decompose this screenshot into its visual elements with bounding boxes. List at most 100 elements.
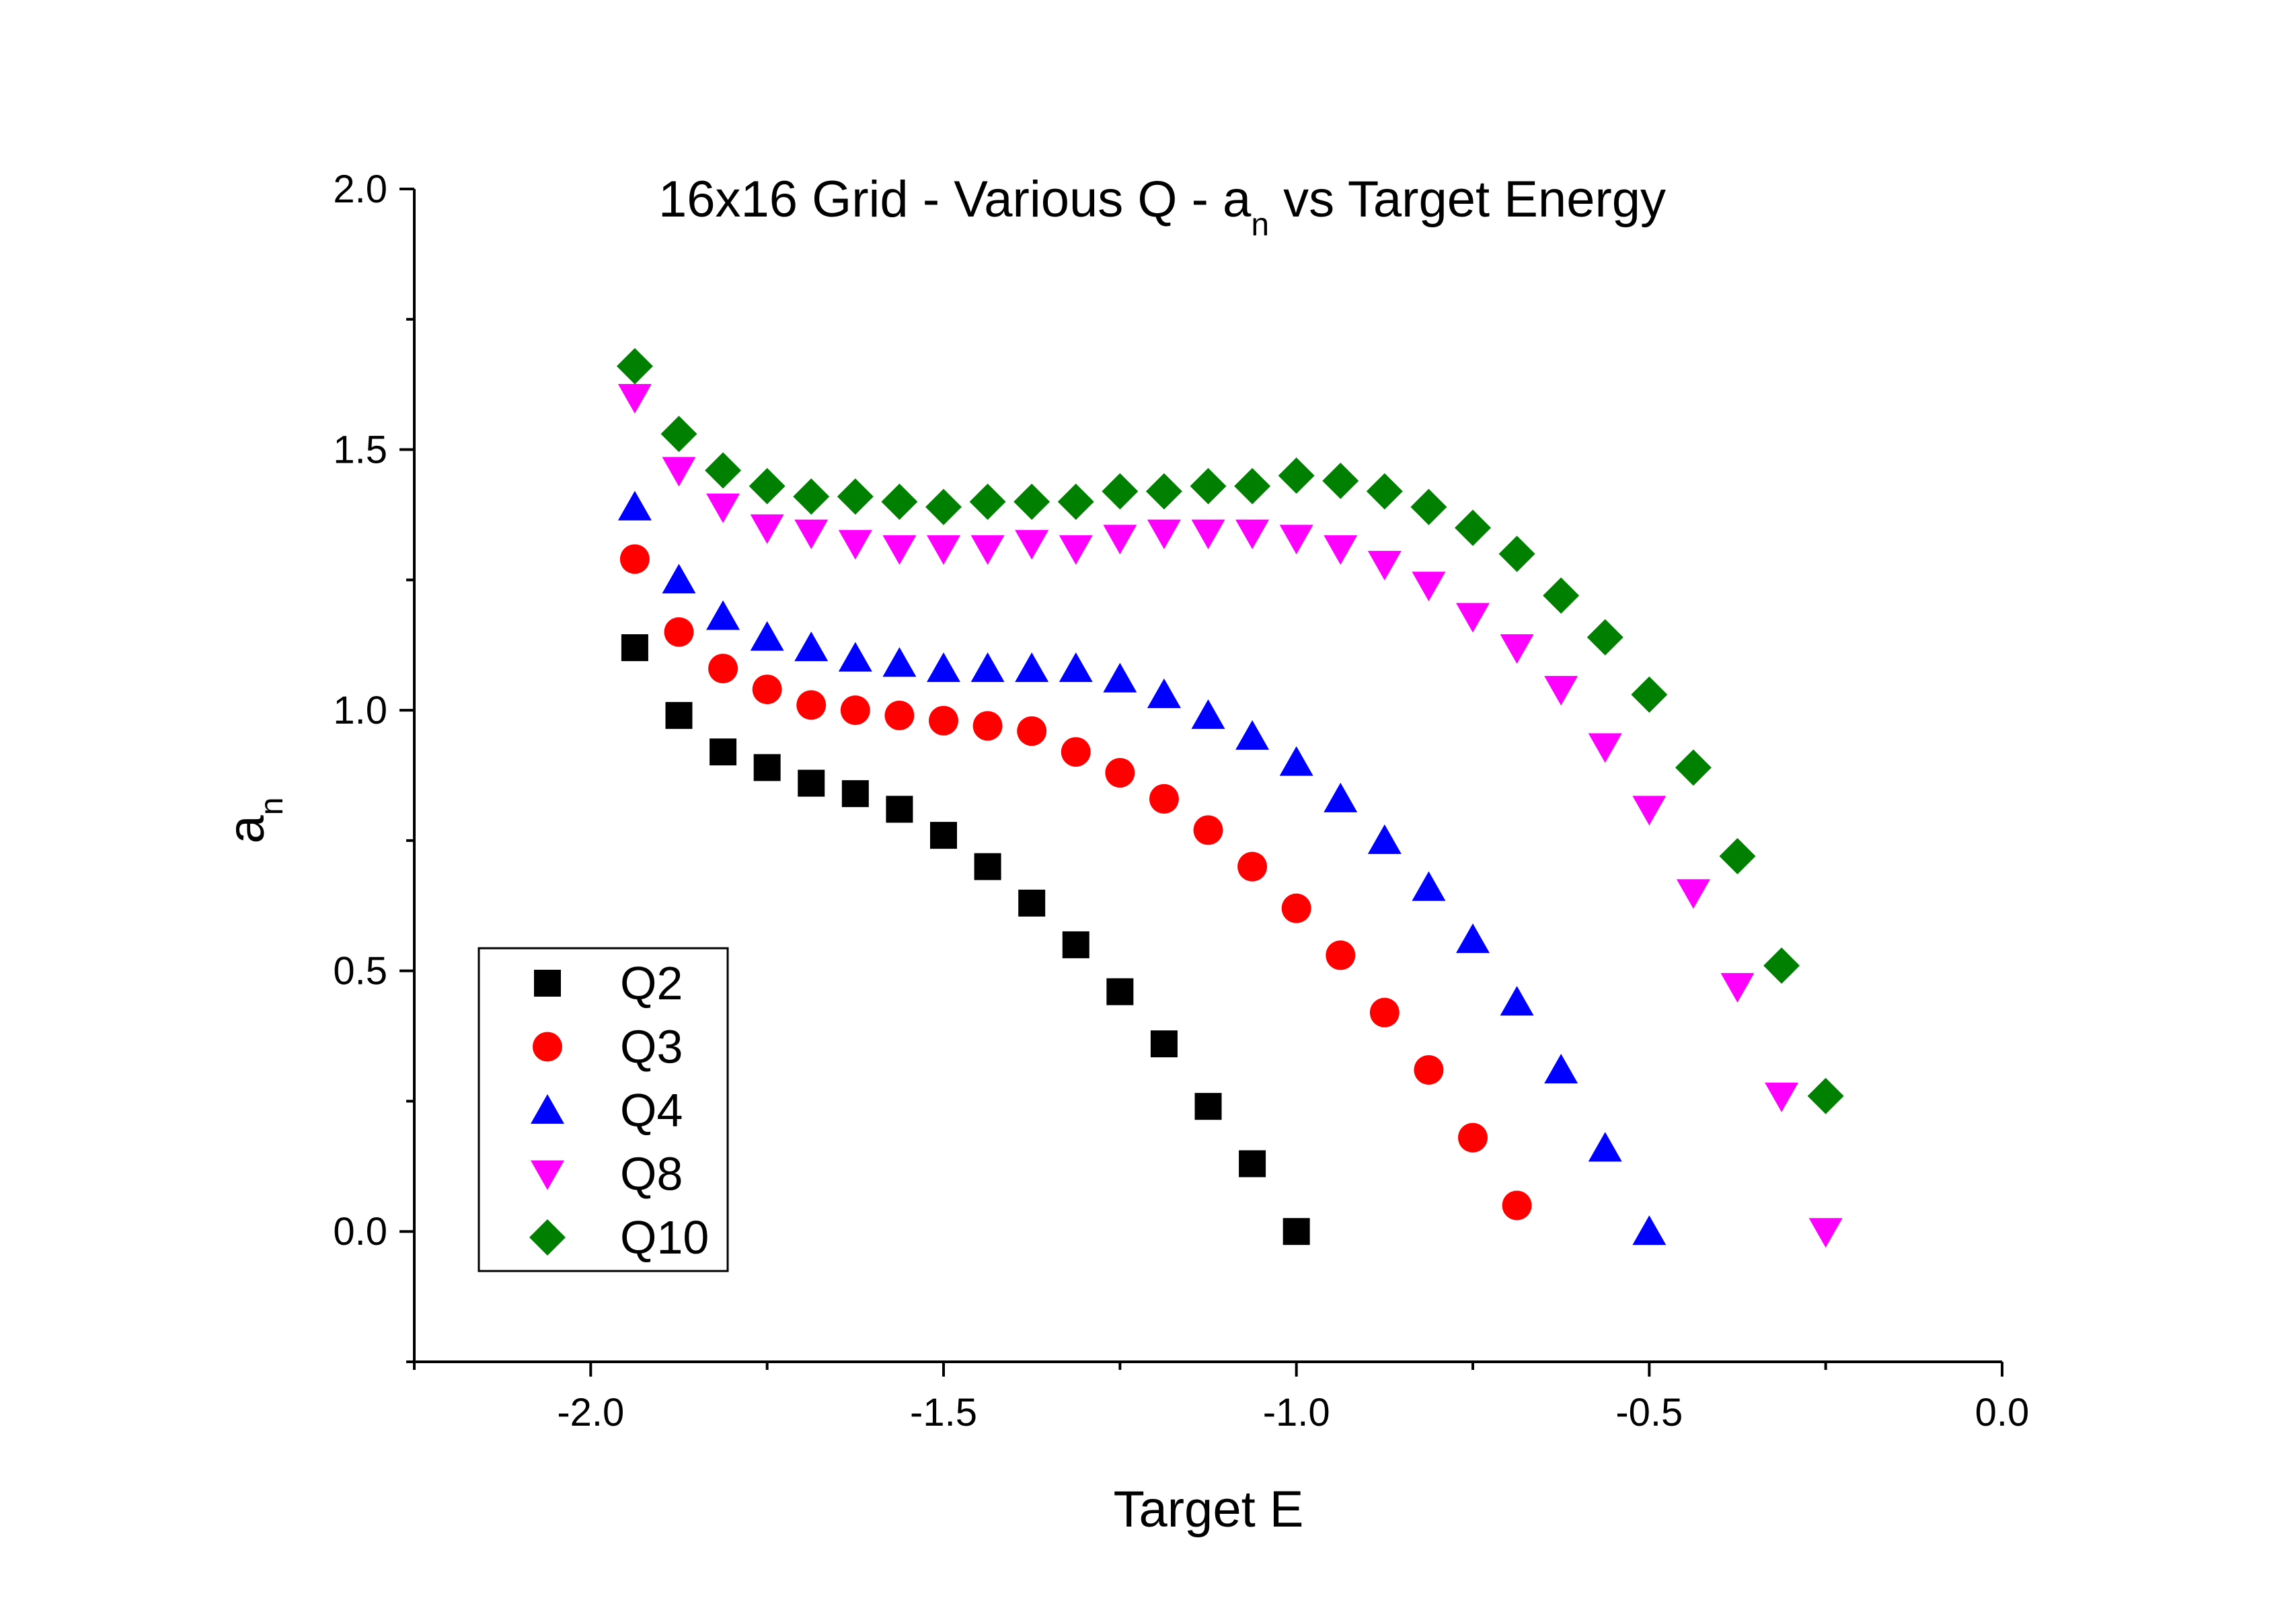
data-point-q8 xyxy=(1632,796,1667,826)
data-point-q10 xyxy=(881,484,918,521)
legend-box xyxy=(477,947,729,1272)
data-point-q4 xyxy=(794,631,829,662)
legend-label: Q8 xyxy=(620,1148,683,1200)
legend-item-q8: Q8 xyxy=(531,1148,683,1200)
data-point-q10 xyxy=(1631,676,1668,713)
legend-marker-q3 xyxy=(533,1032,562,1062)
y-tick-label: 2.0 xyxy=(333,167,387,211)
data-point-q3 xyxy=(884,700,915,730)
data-point-q3 xyxy=(1326,940,1356,970)
data-point-q8 xyxy=(1015,530,1049,560)
data-point-q4 xyxy=(1367,824,1402,854)
chart-title-subscript: n xyxy=(1251,207,1269,243)
legend-marker-q8 xyxy=(531,1160,564,1190)
data-point-q8 xyxy=(1235,519,1270,549)
series-q8 xyxy=(617,384,1843,1248)
data-point-q3 xyxy=(619,544,650,574)
legend-marker-q10 xyxy=(529,1219,566,1256)
data-point-q4 xyxy=(1544,1053,1578,1083)
data-point-q3 xyxy=(1414,1054,1444,1085)
legend-label: Q4 xyxy=(620,1084,683,1137)
data-point-q4 xyxy=(1059,652,1093,683)
series-q3 xyxy=(619,544,1532,1221)
legend-item-q3: Q3 xyxy=(533,1021,683,1073)
data-point-q8 xyxy=(1720,972,1755,1003)
series-q4 xyxy=(617,490,1667,1245)
data-point-q8 xyxy=(1808,1218,1843,1248)
data-point-q2 xyxy=(1150,1030,1178,1058)
data-point-q3 xyxy=(840,695,870,726)
data-point-q4 xyxy=(970,652,1005,683)
data-point-q4 xyxy=(662,564,696,594)
data-point-q2 xyxy=(798,769,825,797)
data-point-q4 xyxy=(1235,720,1270,750)
data-point-q8 xyxy=(882,535,917,565)
data-point-q10 xyxy=(705,452,742,489)
legend-item-q4: Q4 xyxy=(531,1084,683,1137)
data-point-q4 xyxy=(1632,1215,1667,1245)
data-point-q10 xyxy=(1102,473,1139,510)
data-point-q10 xyxy=(1234,467,1271,504)
data-point-q4 xyxy=(706,600,740,630)
series-q10 xyxy=(616,348,1844,1114)
data-point-q3 xyxy=(1017,716,1047,746)
legend-label: Q2 xyxy=(620,957,683,1009)
x-tick-label: -2.0 xyxy=(557,1391,624,1434)
x-tick-label: -1.5 xyxy=(910,1391,977,1434)
data-point-q8 xyxy=(1103,525,1137,555)
data-point-q8 xyxy=(1324,535,1358,565)
data-point-q10 xyxy=(616,348,653,385)
data-point-q10 xyxy=(1013,484,1050,521)
data-point-q4 xyxy=(1103,662,1137,693)
data-point-q2 xyxy=(753,754,781,781)
data-point-q8 xyxy=(927,535,960,565)
data-point-q3 xyxy=(1502,1190,1532,1221)
data-point-q8 xyxy=(662,457,696,487)
data-point-q8 xyxy=(617,384,652,414)
data-point-q10 xyxy=(1763,947,1800,984)
data-point-q8 xyxy=(706,493,740,523)
data-point-q8 xyxy=(1544,676,1578,706)
data-point-q4 xyxy=(882,647,917,677)
axes xyxy=(413,189,2002,1363)
data-point-q3 xyxy=(972,711,1003,741)
data-point-q10 xyxy=(1190,467,1227,504)
data-point-q4 xyxy=(1500,986,1534,1016)
data-point-q2 xyxy=(1239,1150,1266,1178)
data-point-q3 xyxy=(1281,893,1311,923)
data-point-q2 xyxy=(710,738,737,766)
data-point-q4 xyxy=(838,642,872,672)
data-point-q8 xyxy=(1676,879,1710,909)
y-axis-label: an xyxy=(218,798,290,844)
data-point-q2 xyxy=(974,853,1001,880)
data-point-q3 xyxy=(929,705,958,736)
data-point-q4 xyxy=(750,621,784,651)
data-point-q3 xyxy=(1149,783,1179,814)
data-point-q4 xyxy=(1324,782,1358,812)
data-point-q10 xyxy=(1366,473,1403,510)
data-point-q4 xyxy=(1279,746,1313,776)
data-point-q8 xyxy=(1367,551,1402,581)
data-point-q8 xyxy=(970,535,1005,565)
data-point-q4 xyxy=(1588,1132,1622,1162)
legend-marker-q2 xyxy=(534,970,561,997)
y-tick-label: 0.0 xyxy=(333,1210,387,1254)
y-axis-label-subscript: n xyxy=(254,798,290,816)
data-point-q10 xyxy=(837,478,874,515)
data-point-q10 xyxy=(1145,473,1182,510)
data-point-q8 xyxy=(794,519,829,549)
data-point-q4 xyxy=(1456,923,1490,954)
data-point-q8 xyxy=(1412,572,1446,602)
data-point-q3 xyxy=(1193,815,1223,845)
x-tick-label: -1.0 xyxy=(1263,1391,1330,1434)
data-point-q3 xyxy=(752,675,782,705)
data-point-q3 xyxy=(1369,997,1400,1028)
data-point-q2 xyxy=(841,780,869,808)
data-point-q8 xyxy=(750,514,784,544)
data-point-q10 xyxy=(1322,463,1359,500)
data-markers xyxy=(616,348,1844,1248)
y-tick-label: 0.5 xyxy=(333,950,387,993)
data-point-q10 xyxy=(749,467,786,504)
data-point-q10 xyxy=(793,478,830,515)
